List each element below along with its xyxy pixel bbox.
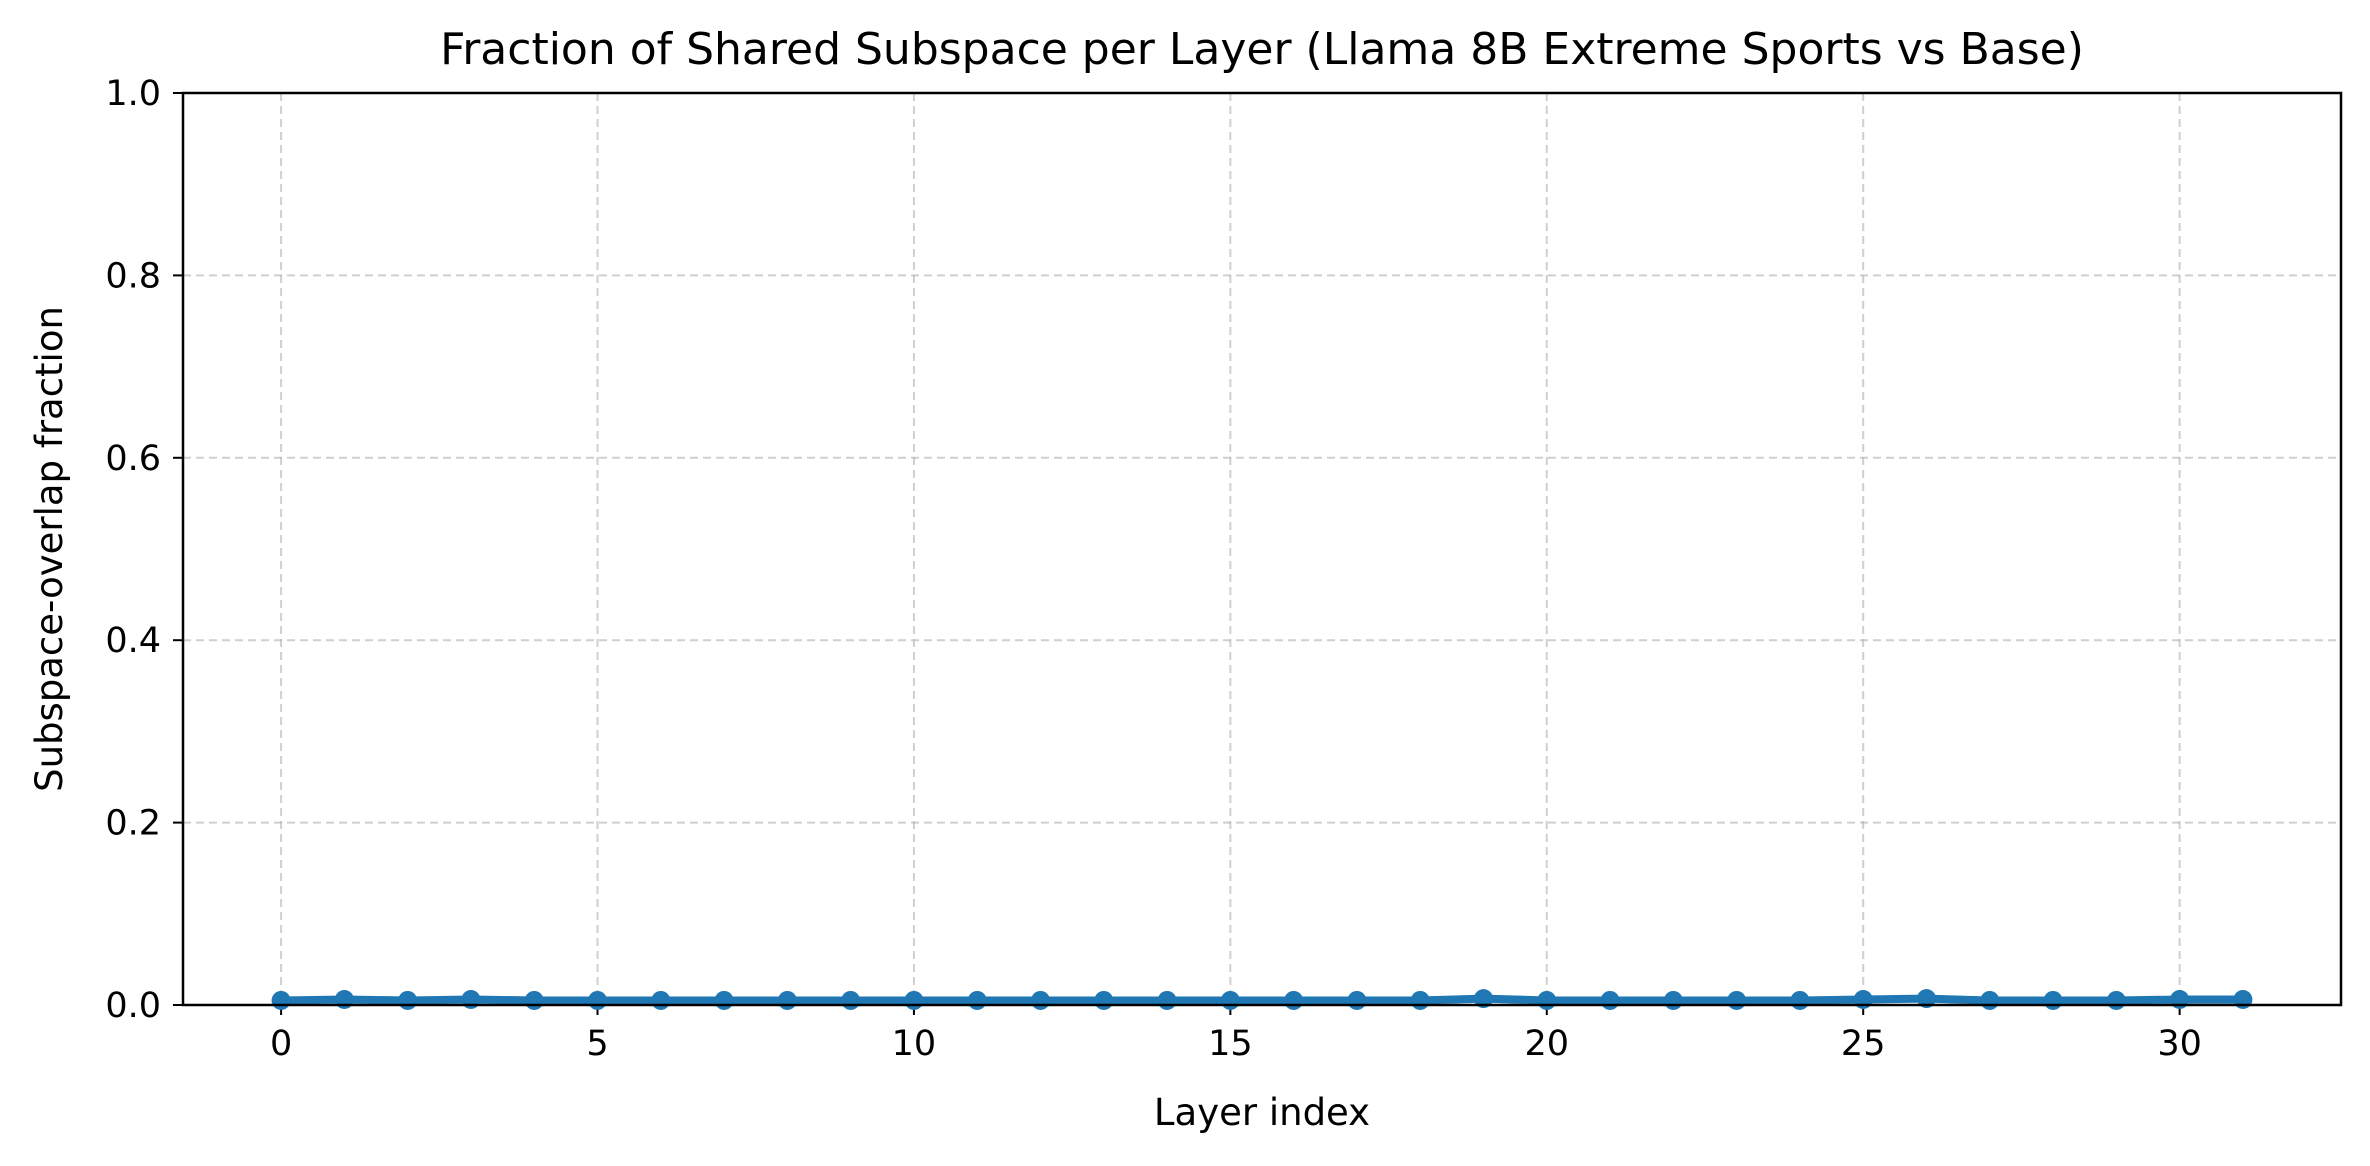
data-point — [2043, 990, 2063, 1010]
data-point — [1537, 990, 1557, 1010]
series-group — [271, 989, 2253, 1010]
data-point — [398, 990, 418, 1010]
data-point — [651, 990, 671, 1010]
data-point — [777, 990, 797, 1010]
x-tick-label: 15 — [1208, 1024, 1253, 1064]
data-point — [1790, 990, 1810, 1010]
x-tick-label: 20 — [1525, 1024, 1570, 1064]
data-point — [2106, 990, 2126, 1010]
data-point — [1473, 989, 1493, 1009]
data-point — [588, 990, 608, 1010]
data-point — [1916, 989, 1936, 1009]
data-point — [1600, 990, 1620, 1010]
y-tick-label: 0.0 — [105, 986, 161, 1026]
data-point — [1031, 990, 1051, 1010]
data-point — [904, 990, 924, 1010]
data-point — [841, 990, 861, 1010]
axis-ticks: 0 5 10 15 20 25 30 0.0 0.2 0.4 0.6 0.8 1.0 — [105, 74, 2202, 1064]
data-point — [1663, 990, 1683, 1010]
data-point — [1980, 990, 2000, 1010]
x-tick-label: 10 — [892, 1024, 937, 1064]
plot-frame — [181, 91, 2343, 1007]
x-tick-label: 30 — [2157, 1024, 2202, 1064]
y-tick-label: 0.2 — [105, 804, 161, 844]
x-tick-label: 0 — [270, 1024, 292, 1064]
y-tick-label: 0.4 — [105, 621, 161, 661]
data-point — [271, 990, 291, 1010]
data-point — [524, 990, 544, 1010]
data-point — [1220, 990, 1240, 1010]
y-axis-label: Subspace-overlap fraction — [28, 306, 71, 792]
x-tick-label: 5 — [586, 1024, 608, 1064]
y-tick-label: 0.6 — [105, 439, 161, 479]
data-point — [1347, 990, 1367, 1010]
x-tick-label: 25 — [1841, 1024, 1886, 1064]
chart-title: Fraction of Shared Subspace per Layer (L… — [440, 24, 2084, 75]
data-point — [1284, 990, 1304, 1010]
series-line — [281, 994, 2243, 1005]
x-axis-label: Layer index — [1154, 1091, 1370, 1134]
data-point — [1094, 990, 1114, 1010]
data-point — [1410, 990, 1430, 1010]
data-point — [967, 990, 987, 1010]
data-point — [714, 990, 734, 1010]
data-point — [1727, 990, 1747, 1010]
y-tick-label: 0.8 — [105, 256, 161, 296]
y-tick-label: 1.0 — [105, 74, 161, 114]
grid — [183, 93, 2341, 1005]
data-point — [1157, 990, 1177, 1010]
